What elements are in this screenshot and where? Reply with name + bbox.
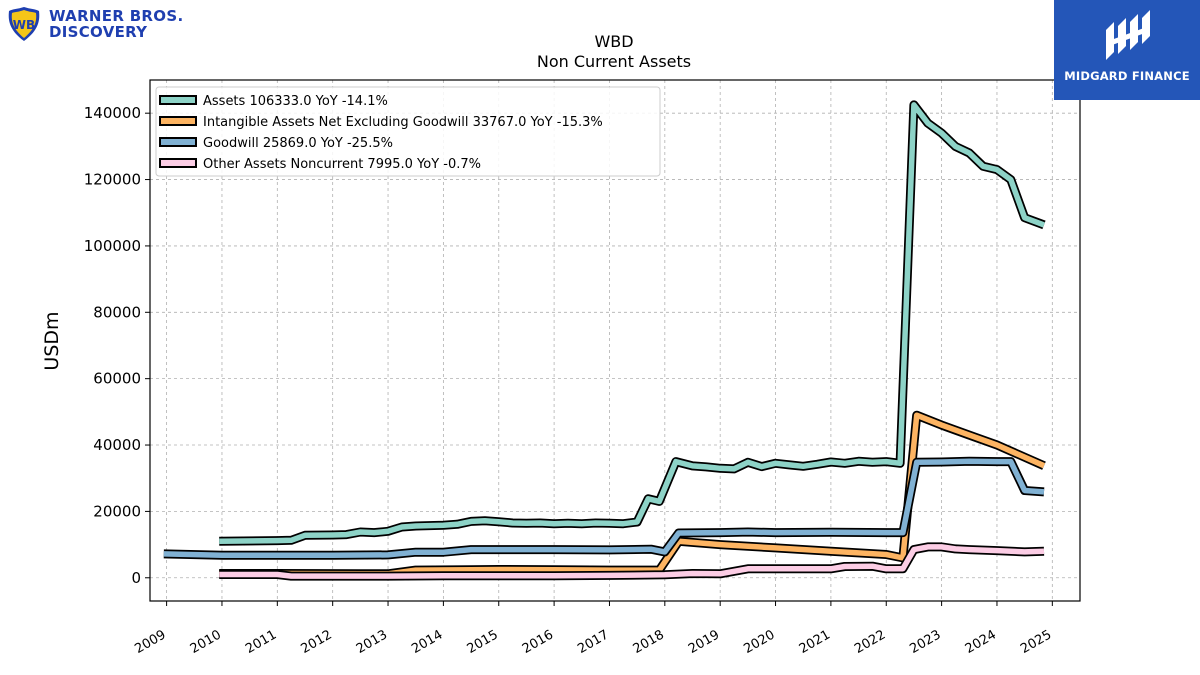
y-tick-label: 40000 (93, 436, 141, 454)
x-tick-label: 2024 (963, 627, 999, 657)
x-tick-label: 2017 (575, 627, 611, 657)
x-tick-label: 2021 (797, 627, 833, 657)
legend-swatch (159, 158, 197, 168)
midgard-label: MIDGARD FINANCE (1064, 69, 1190, 83)
chart-subtitle: Non Current Assets (537, 52, 691, 71)
x-tick-label: 2010 (188, 627, 224, 657)
legend-label: Intangible Assets Net Excluding Goodwill… (203, 115, 603, 130)
legend-label: Assets 106333.0 YoY -14.1% (203, 94, 388, 109)
series-line (219, 102, 1045, 545)
x-tick-label: 2012 (299, 627, 335, 657)
midgard-emblem-icon (1106, 10, 1150, 60)
chart-title: WBD (594, 32, 633, 51)
x-tick-label: 2020 (741, 627, 777, 657)
wb-shield-icon: WB (8, 7, 40, 41)
svg-text:WB: WB (13, 18, 35, 32)
x-tick-label: 2023 (907, 627, 943, 657)
y-tick-label: 0 (131, 569, 141, 587)
series-lines (163, 100, 1046, 581)
series-line (163, 458, 1045, 558)
x-tick-label: 2015 (465, 627, 501, 657)
x-tick-label: 2022 (852, 627, 888, 657)
midgard-finance-logo: MIDGARD FINANCE (1054, 0, 1200, 100)
legend: Assets 106333.0 YoY -14.1% Intangible Ass… (155, 86, 661, 177)
y-tick-label: 80000 (93, 303, 141, 321)
legend-swatch (159, 137, 197, 147)
x-tick-label: 2014 (409, 627, 445, 657)
legend-box (155, 86, 661, 177)
wbd-wordmark-line1: WARNER BROS. (49, 7, 184, 25)
x-tick-label: 2025 (1018, 627, 1054, 657)
wbd-wordmark-line2: DISCOVERY (49, 23, 148, 41)
y-tick-label: 120000 (84, 171, 141, 189)
y-axis-ticks: 0 20000 40000 60000 80000 100000 120000 140000 (84, 104, 150, 587)
warner-bros-discovery-logo: WB WARNER BROS. DISCOVERY (6, 6, 196, 42)
y-tick-label: 100000 (84, 237, 141, 255)
y-tick-label: 140000 (84, 104, 141, 122)
plot-frame (149, 79, 1081, 602)
x-tick-label: 2016 (520, 627, 556, 657)
x-tick-label: 2019 (686, 627, 722, 657)
series-2 (163, 456, 1045, 560)
y-tick-label: 20000 (93, 502, 141, 520)
legend-swatch (159, 95, 197, 105)
legend-swatch (159, 116, 197, 126)
series-0 (219, 100, 1046, 546)
y-axis-label: USDm (41, 311, 63, 370)
series-line (219, 544, 1045, 579)
x-tick-label: 2011 (243, 627, 279, 657)
y-tick-label: 60000 (93, 370, 141, 388)
x-axis-ticks: 2009 2010 2011 2012 2013 2014 2015 2016 2017 2018… (132, 601, 1054, 657)
legend-label: Goodwill 25869.0 YoY -25.5% (203, 136, 393, 151)
x-tick-label: 2013 (354, 627, 390, 657)
legend-label: Other Assets Noncurrent 7995.0 YoY -0.7% (203, 157, 481, 172)
x-tick-label: 2018 (631, 627, 667, 657)
series-3 (219, 542, 1045, 581)
x-tick-label: 2009 (132, 627, 168, 657)
